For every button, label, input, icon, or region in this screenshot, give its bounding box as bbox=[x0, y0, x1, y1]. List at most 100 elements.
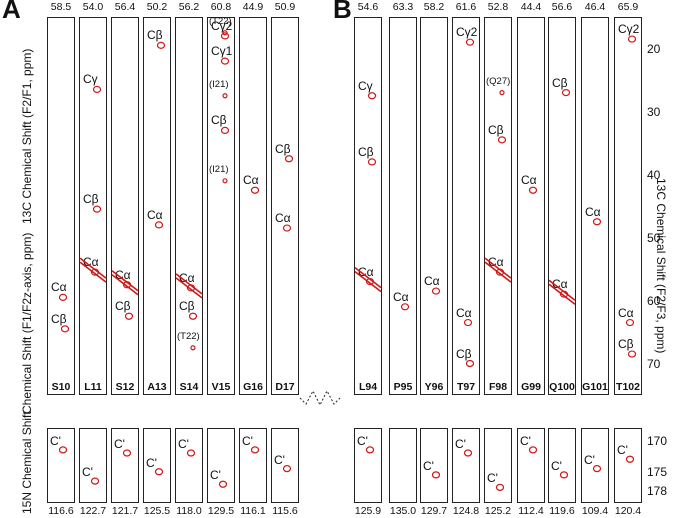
upper-strip bbox=[389, 17, 417, 395]
peak-label: (I21) bbox=[209, 78, 229, 90]
residue-label: A13 bbox=[147, 381, 167, 393]
peak-mark bbox=[222, 178, 228, 184]
peak-label: Cγ2 bbox=[456, 25, 478, 40]
peak-mark bbox=[284, 155, 294, 163]
lower-strip bbox=[207, 428, 235, 503]
peak-label: Cβ bbox=[488, 122, 504, 137]
carbonyl-peak-mark bbox=[495, 483, 505, 491]
nitrogen-shift-label: 112.4 bbox=[518, 505, 544, 517]
peak-label: Cα bbox=[552, 277, 568, 292]
residue-label: Y96 bbox=[424, 381, 444, 393]
carbonyl-peak-mark bbox=[463, 449, 473, 457]
peak-mark bbox=[465, 38, 475, 46]
carbon-shift-label: 50.2 bbox=[146, 1, 168, 13]
upper-strip bbox=[614, 17, 642, 395]
upper-strip bbox=[239, 17, 267, 395]
carbon-shift-label: 58.2 bbox=[423, 1, 445, 13]
carbon-shift-label: 65.9 bbox=[617, 1, 639, 13]
peak-mark bbox=[365, 278, 375, 286]
carbonyl-peak-mark bbox=[282, 465, 292, 473]
carbonyl-label: C' bbox=[274, 452, 285, 467]
carbon-shift-label: 54.6 bbox=[357, 1, 379, 13]
peak-label: Cα bbox=[488, 255, 504, 270]
peak-label: Cγ2 bbox=[211, 18, 233, 33]
lower-strip bbox=[143, 428, 171, 503]
peak-label: Cα bbox=[521, 173, 537, 188]
peak-label: Cα bbox=[585, 204, 601, 219]
carbon-shift-label: 63.3 bbox=[392, 1, 414, 13]
upper-strip bbox=[79, 17, 107, 395]
carbonyl-peak-mark bbox=[250, 446, 260, 454]
upper-tick-label: 20 bbox=[647, 41, 661, 56]
peak-mark bbox=[465, 359, 475, 368]
peak-mark bbox=[220, 126, 230, 134]
residue-label: V15 bbox=[211, 381, 231, 393]
residue-label: Q100 bbox=[549, 381, 575, 393]
upper-strip bbox=[517, 17, 545, 395]
carbon-shift-label: 58.5 bbox=[50, 1, 72, 13]
peak-mark bbox=[190, 345, 196, 351]
upper-strip bbox=[111, 17, 139, 395]
carbonyl-label: C' bbox=[114, 437, 125, 451]
residue-label: S10 bbox=[51, 381, 71, 393]
upper-tick-label: 70 bbox=[647, 356, 661, 371]
peak-label: Cβ bbox=[83, 192, 99, 207]
residue-label: F98 bbox=[488, 381, 508, 393]
lower-strip bbox=[79, 428, 107, 503]
peak-mark bbox=[156, 41, 166, 49]
peak-label: Cα bbox=[275, 211, 291, 226]
peak-mark bbox=[561, 88, 571, 97]
nitrogen-shift-label: 125.5 bbox=[143, 505, 171, 517]
peak-mark bbox=[220, 57, 230, 65]
carbonyl-peak-mark bbox=[625, 455, 635, 463]
peak-mark bbox=[188, 312, 198, 320]
residue-label: S12 bbox=[115, 381, 135, 393]
peak-label: Cα bbox=[618, 305, 634, 320]
upper-strip bbox=[548, 17, 576, 395]
nitrogen-shift-label: 116.6 bbox=[48, 505, 74, 517]
lower-strip bbox=[111, 428, 139, 503]
lower-strip bbox=[452, 428, 480, 503]
carbonyl-peak-mark bbox=[90, 477, 100, 485]
peak-mark bbox=[367, 92, 377, 100]
carbonyl-label: C' bbox=[423, 458, 434, 473]
peak-label: Cγ1 bbox=[211, 44, 233, 59]
upper-strip bbox=[420, 17, 448, 395]
lower-tick-label: 170 bbox=[647, 433, 668, 448]
carbonyl-peak-mark bbox=[592, 465, 602, 473]
carbon-shift-label: 56.2 bbox=[178, 1, 200, 13]
peak-label: Cβ bbox=[179, 299, 195, 314]
upper-strip bbox=[175, 17, 203, 395]
carbonyl-peak-mark bbox=[186, 449, 196, 457]
carbonyl-peak-mark bbox=[528, 446, 538, 454]
peak-label: (I21) bbox=[209, 163, 229, 175]
peak-mark bbox=[495, 268, 505, 276]
lower-strip bbox=[581, 428, 609, 503]
lower-strip bbox=[239, 428, 267, 503]
carbon-shift-label: 44.9 bbox=[242, 1, 264, 13]
carbonyl-peak-mark bbox=[559, 471, 569, 479]
carbonyl-label: C' bbox=[487, 471, 498, 486]
carbonyl-label: C' bbox=[178, 437, 189, 451]
upper-strip bbox=[581, 17, 609, 395]
peak-label: Cα bbox=[393, 289, 409, 304]
peak-label: Cβ bbox=[618, 337, 634, 352]
peak-label: Cα bbox=[424, 274, 440, 289]
residue-label: G101 bbox=[582, 381, 608, 393]
peak-label: Cα bbox=[115, 267, 131, 282]
upper-tick-label: 50 bbox=[647, 230, 661, 245]
peak-mark bbox=[367, 158, 377, 166]
peak-mark bbox=[154, 221, 164, 229]
diagonal-ridge bbox=[79, 257, 107, 283]
carbon-shift-label: 56.4 bbox=[114, 1, 136, 13]
carbonyl-peak-mark bbox=[154, 468, 164, 476]
peak-label: Cβ bbox=[51, 311, 67, 326]
nitrogen-shift-label: 109.4 bbox=[581, 505, 609, 517]
peak-label: Cα bbox=[179, 270, 195, 285]
peak-label: Cα bbox=[243, 173, 259, 188]
upper-tick-label: 40 bbox=[647, 167, 661, 182]
carbon-shift-label: 52.8 bbox=[487, 1, 509, 13]
nitrogen-shift-label: 121.7 bbox=[111, 505, 139, 517]
peak-mark bbox=[186, 284, 196, 292]
